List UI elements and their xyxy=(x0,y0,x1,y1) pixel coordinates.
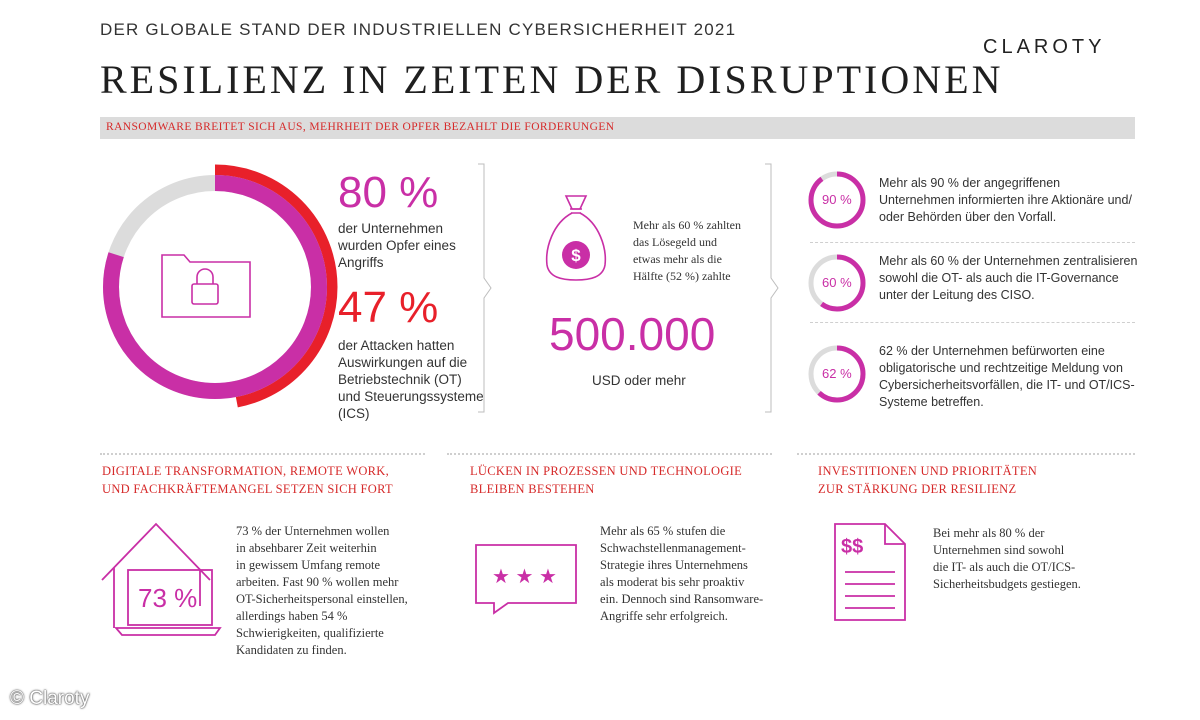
text-line: OT-Sicherheitspersonal einstellen, xyxy=(236,592,408,606)
remote-work-icon-value: 73 % xyxy=(138,583,198,613)
bracket-divider xyxy=(765,163,779,413)
text-line: der Attacken hatten xyxy=(338,338,455,353)
text-line: Mehr als 60 % zahlten xyxy=(633,218,741,232)
ring-red-arc xyxy=(92,164,338,410)
text-line: Unternehmen informierten ihre Aktionäre … xyxy=(879,193,1132,207)
text-line: und Steuerungssysteme xyxy=(338,389,484,404)
text-line: Betriebstechnik (OT) xyxy=(338,372,462,387)
money-bag-icon: $ xyxy=(545,195,607,281)
text-line: sowohl die OT- als auch die IT-Governanc… xyxy=(879,271,1119,285)
heading-line: DIGITALE TRANSFORMATION, REMOTE WORK, xyxy=(102,464,390,478)
ransom-amount: 500.000 xyxy=(549,308,716,360)
text-line: das Lösegeld und xyxy=(633,235,717,249)
circle-62-arc xyxy=(808,345,866,403)
remote-work-heading: DIGITALE TRANSFORMATION, REMOTE WORK, UN… xyxy=(102,462,393,498)
process-gaps-text: Mehr als 65 % stufen die Schwachstellenm… xyxy=(600,523,763,625)
text-line: obligatorische und rechtzeitige Meldung … xyxy=(879,361,1123,375)
text-line: Angriffe sehr erfolgreich. xyxy=(600,609,728,623)
text-line: 62 % der Unternehmen befürworten eine xyxy=(879,344,1105,358)
heading-line: LÜCKEN IN PROZESSEN UND TECHNOLOGIE xyxy=(470,464,743,478)
text-line: Strategie ihres Unternehmens xyxy=(600,558,748,572)
circle-62-text: 62 % der Unternehmen befürworten eine ob… xyxy=(879,343,1135,411)
text-line: Hälfte (52 %) zahlte xyxy=(633,269,731,283)
svg-text:$: $ xyxy=(571,246,581,265)
page-title: RESILIENZ IN ZEITEN DER DISRUPTIONEN xyxy=(100,57,1004,102)
text-line: in absehbarer Zeit weiterhin xyxy=(236,541,377,555)
circle-60-label: 60 % xyxy=(822,275,852,290)
text-line: Schwierigkeiten, qualifizierte xyxy=(236,626,384,640)
investments-text: Bei mehr als 80 % der Unternehmen sind s… xyxy=(933,525,1081,593)
text-line: oder Behörden über den Vorfall. xyxy=(879,210,1057,224)
text-line: Unternehmen sind sowohl xyxy=(933,543,1065,557)
bracket-divider xyxy=(478,163,492,413)
text-line: (ICS) xyxy=(338,406,370,421)
section-band-text: RANSOMWARE BREITET SICH AUS, MEHRHEIT DE… xyxy=(106,121,615,133)
stat-47-value: 47 % xyxy=(338,283,439,332)
remote-work-text: 73 % der Unternehmen wollen in absehbare… xyxy=(236,523,408,659)
ransom-payment-text: Mehr als 60 % zahlten das Lösegeld und e… xyxy=(633,217,741,285)
folder-lock-icon xyxy=(161,254,251,318)
text-line: 73 % der Unternehmen wollen xyxy=(236,524,390,538)
stat-80-text: der Unternehmen wurden Opfer eines Angri… xyxy=(338,220,456,271)
circle-90-label: 90 % xyxy=(822,192,852,207)
section-band: RANSOMWARE BREITET SICH AUS, MEHRHEIT DE… xyxy=(100,117,1135,139)
divider xyxy=(447,453,772,455)
text-line: Mehr als 65 % stufen die xyxy=(600,524,726,538)
report-kicker: DER GLOBALE STAND DER INDUSTRIELLEN CYBE… xyxy=(100,20,737,39)
text-line: Schwachstellenmanagement- xyxy=(600,541,746,555)
text-line: Kandidaten zu finden. xyxy=(236,643,347,657)
circle-90-text: Mehr als 90 % der angegriffenen Unterneh… xyxy=(879,175,1132,226)
text-line: als moderat bis sehr proaktiv xyxy=(600,575,745,589)
text-line: Mehr als 90 % der angegriffenen xyxy=(879,176,1061,190)
budget-document-icon xyxy=(834,523,906,621)
heading-line: UND FACHKRÄFTEMANGEL SETZEN SICH FORT xyxy=(102,482,393,496)
text-line: unter der Leitung des CISO. xyxy=(879,288,1035,302)
text-line: Sicherheitsbudgets gestiegen. xyxy=(933,577,1081,591)
ransom-unit: USD oder mehr xyxy=(592,373,686,388)
divider xyxy=(810,242,1135,243)
text-line: Systeme betreffen. xyxy=(879,395,984,409)
divider xyxy=(797,453,1135,455)
text-line: in gewissem Umfang remote xyxy=(236,558,381,572)
dollar-sign-icon: $$ xyxy=(841,536,864,558)
text-line: Bei mehr als 80 % der xyxy=(933,526,1045,540)
text-line: arbeiten. Fast 90 % wollen mehr xyxy=(236,575,399,589)
heading-line: INVESTITIONEN UND PRIORITÄTEN xyxy=(818,464,1038,478)
divider xyxy=(100,453,425,455)
star-rating: ★ ★ ★ xyxy=(492,566,557,588)
circle-60-text: Mehr als 60 % der Unternehmen zentralisi… xyxy=(879,253,1137,304)
text-line: wurden Opfer eines xyxy=(338,238,456,253)
text-line: Angriffs xyxy=(338,255,384,270)
circle-90-arc xyxy=(808,171,866,229)
heading-line: ZUR STÄRKUNG DER RESILIENZ xyxy=(818,482,1017,496)
text-line: allerdings haben 54 % xyxy=(236,609,348,623)
ring-magenta-arc xyxy=(103,175,327,399)
process-gaps-heading: LÜCKEN IN PROZESSEN UND TECHNOLOGIE BLEI… xyxy=(470,462,742,498)
text-line: Cybersicherheitsvorfällen, die IT- und O… xyxy=(879,378,1135,392)
copyright-watermark: © Claroty xyxy=(10,688,90,709)
ransomware-donut xyxy=(92,164,338,410)
claroty-logo[interactable]: CLAROTY xyxy=(983,36,1106,58)
rating-bubble-icon xyxy=(475,544,577,615)
text-line: der Unternehmen xyxy=(338,221,444,236)
percent-circles xyxy=(808,171,866,403)
investments-heading: INVESTITIONEN UND PRIORITÄTEN ZUR STÄRKU… xyxy=(818,462,1037,498)
heading-line: BLEIBEN BESTEHEN xyxy=(470,482,595,496)
divider xyxy=(810,322,1135,323)
text-line: etwas mehr als die xyxy=(633,252,722,266)
circle-60-arc xyxy=(808,254,866,312)
stat-80-value: 80 % xyxy=(338,168,439,217)
house-laptop-icon xyxy=(101,522,222,636)
text-line: Auswirkungen auf die xyxy=(338,355,468,370)
stat-47-text: der Attacken hatten Auswirkungen auf die… xyxy=(338,337,484,422)
circle-62-label: 62 % xyxy=(822,366,852,381)
text-line: ein. Dennoch sind Ransomware- xyxy=(600,592,764,606)
text-line: die IT- als auch die OT/ICS- xyxy=(933,560,1076,574)
text-line: Mehr als 60 % der Unternehmen zentralisi… xyxy=(879,254,1138,268)
